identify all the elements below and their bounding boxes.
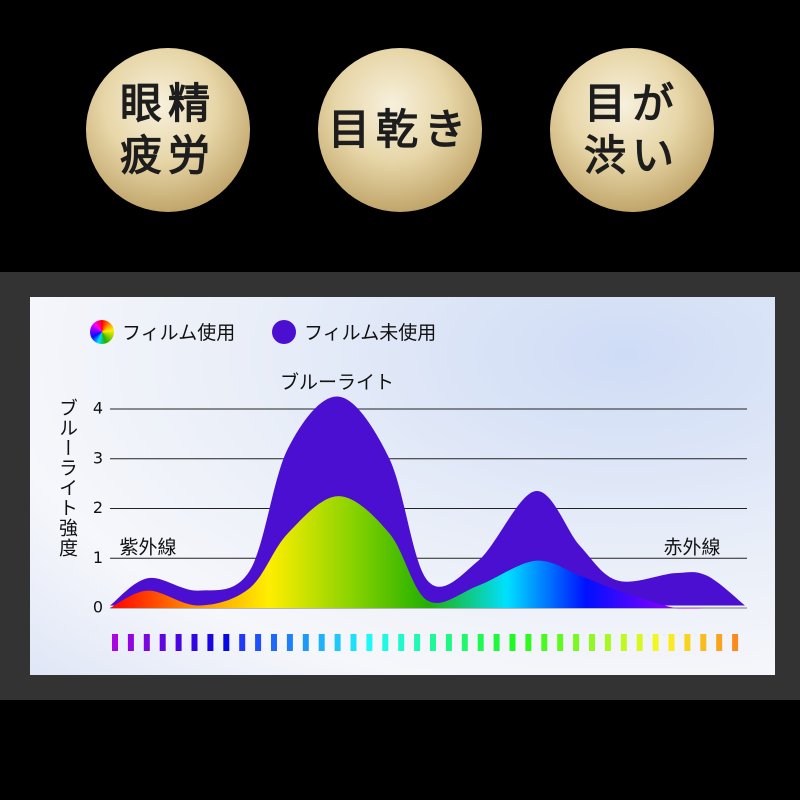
- legend-label: フィルム使用: [122, 322, 236, 344]
- spectrum-tick: [286, 634, 293, 651]
- spectrum-tick: [382, 634, 389, 651]
- spectrum-tick: [589, 634, 595, 651]
- spectrum-tick: [112, 634, 118, 651]
- spectrum-tick: [302, 634, 309, 651]
- spectrum-tick: [223, 634, 230, 651]
- spectrum-tick: [732, 634, 739, 651]
- spectrum-tick: [350, 634, 357, 651]
- chart-panel: [30, 297, 775, 675]
- spectrum-tick: [493, 634, 500, 651]
- y-axis-label: ブルーライト強度: [56, 398, 78, 558]
- spectrum-tick: [398, 634, 405, 651]
- badge-text: 疲労: [119, 131, 216, 180]
- area: [110, 396, 745, 606]
- annotation: 赤外線: [663, 537, 720, 559]
- legend-swatch: [90, 319, 114, 344]
- spectrum-tick: [414, 634, 421, 651]
- spectrum-tick: [557, 634, 564, 651]
- y-tick-label: 0: [93, 598, 103, 617]
- spectrum-tick: [573, 634, 580, 651]
- legend-item: フィルム使用: [90, 318, 235, 345]
- spectrum-tick: [334, 634, 341, 651]
- legend-swatch: [272, 319, 296, 344]
- spectrum-tick: [255, 634, 262, 651]
- spectrum-tick: [239, 634, 246, 651]
- spectrum-tick: [461, 634, 468, 651]
- area: [110, 496, 745, 609]
- spectrum-tick: [652, 634, 659, 651]
- y-tick-label: 2: [93, 498, 103, 517]
- spectrum-tick: [271, 634, 277, 651]
- y-tick-label: 1: [93, 548, 103, 567]
- spectrum-tick: [366, 634, 373, 651]
- spectrum-tick: [509, 634, 516, 651]
- badge: 目が 渋い: [550, 48, 714, 212]
- legend-item: フィルム未使用: [272, 318, 436, 345]
- spectrum-tick: [620, 634, 627, 651]
- annotation: 紫外線: [119, 537, 176, 559]
- spectrum-tick: [477, 634, 484, 651]
- legend-label: フィルム未使用: [304, 322, 437, 344]
- spectrum-tick: [716, 634, 723, 651]
- badge-text: 目乾き: [327, 105, 472, 154]
- spectrum-tick: [159, 634, 166, 651]
- badge-text: 眼精: [119, 79, 216, 128]
- badge-text: 目が: [583, 79, 680, 128]
- annotation: ブルーライト: [280, 371, 394, 394]
- badge-text: 渋い: [583, 131, 680, 180]
- spectrum-tick: [668, 634, 675, 651]
- badge: 目乾き: [318, 48, 482, 212]
- spectrum-tick: [525, 634, 532, 651]
- spectrum-tick: [318, 634, 325, 651]
- spectrum-tick: [191, 634, 198, 651]
- spectrum-tick: [207, 634, 214, 651]
- spectrum-tick: [684, 634, 691, 651]
- y-tick-label: 4: [93, 399, 103, 418]
- spectrum-tick: [143, 634, 150, 651]
- spectrum-tick: [127, 634, 134, 651]
- spectrum-tick: [445, 634, 452, 651]
- y-tick-label: 3: [93, 448, 103, 467]
- spectrum-tick: [700, 634, 707, 651]
- spectrum-tick: [175, 634, 182, 651]
- spectrum-tick: [636, 634, 643, 651]
- spectrum-tick: [430, 634, 436, 651]
- spectrum-tick: [604, 634, 611, 651]
- badge: 眼精 疲労: [86, 48, 250, 212]
- spectrum-tick: [541, 634, 548, 651]
